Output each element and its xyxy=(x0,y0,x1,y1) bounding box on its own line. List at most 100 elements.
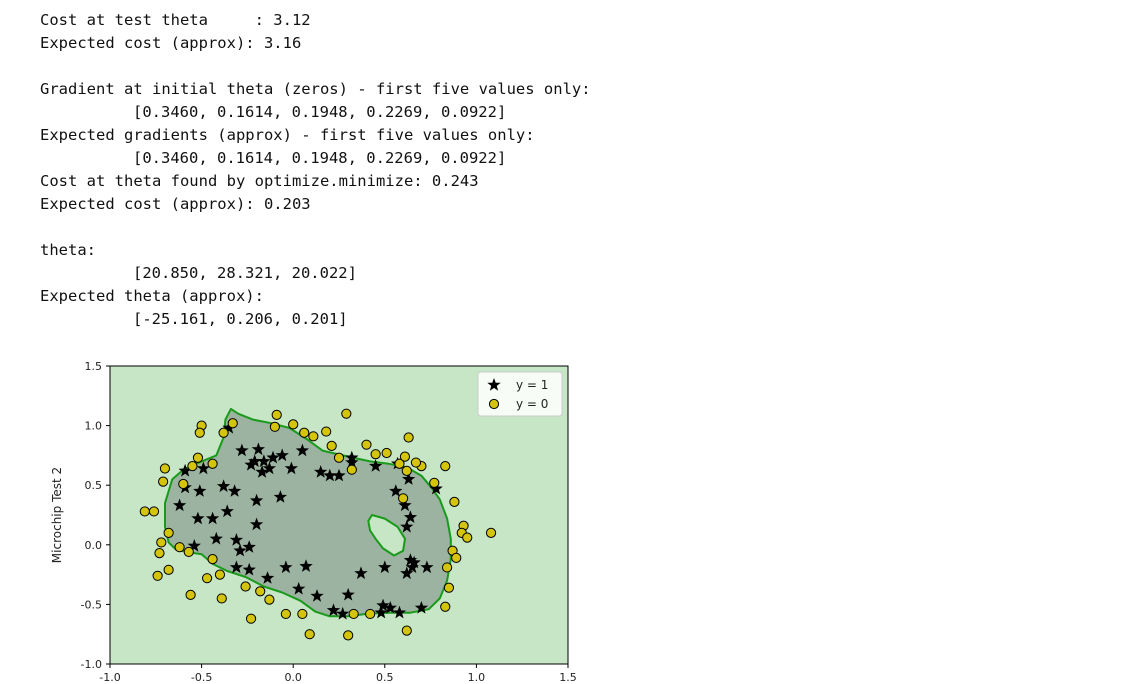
legend-label: y = 1 xyxy=(516,378,548,392)
legend-circle-icon xyxy=(488,398,500,410)
point-y1 xyxy=(235,443,249,457)
point-y1 xyxy=(407,555,421,569)
point-y1 xyxy=(403,553,418,566)
output-line: [0.3460, 0.1614, 0.1948, 0.2269, 0.0922] xyxy=(133,149,507,167)
point-y0 xyxy=(346,464,357,475)
output-line xyxy=(40,55,591,78)
point-y0 xyxy=(398,493,409,504)
point-y1 xyxy=(220,504,234,518)
point-y0 xyxy=(399,451,411,462)
point-y0 xyxy=(429,477,440,488)
point-y0 xyxy=(451,552,462,564)
point-y1 xyxy=(323,468,337,482)
point-y0 xyxy=(321,426,332,437)
point-y0 xyxy=(485,527,497,538)
point-y0 xyxy=(365,608,376,620)
legend: y = 1 y = 0 xyxy=(477,371,563,417)
output-line xyxy=(40,216,591,239)
point-y0 xyxy=(159,463,171,474)
point-y0 xyxy=(245,613,257,624)
point-y0 xyxy=(440,601,451,612)
point-y0 xyxy=(394,458,405,469)
output-line: Gradient at initial theta (zeros) - firs… xyxy=(40,80,591,98)
point-y1 xyxy=(227,484,242,497)
point-y0 xyxy=(185,589,196,600)
y-tick-label: 0.0 xyxy=(85,539,103,552)
point-y1 xyxy=(336,606,350,620)
point-y0 xyxy=(304,629,315,640)
point-y1 xyxy=(402,472,416,485)
x-tick-label: 0.0 xyxy=(284,671,302,684)
point-y0 xyxy=(214,569,226,580)
point-y1 xyxy=(332,468,346,482)
x-tick-label: -1.0 xyxy=(99,671,120,684)
point-y1 xyxy=(216,479,231,493)
point-y1 xyxy=(326,603,341,616)
point-y1 xyxy=(242,562,256,576)
output-line: Expected cost (approx): 0.203 xyxy=(40,195,311,213)
point-y0 xyxy=(441,562,453,573)
point-y0 xyxy=(271,409,282,420)
output-line: Cost at theta found by optimize.minimize… xyxy=(40,172,479,190)
plot-frame xyxy=(109,365,569,665)
point-y1 xyxy=(173,498,187,512)
point-y0 xyxy=(163,564,174,575)
point-y0 xyxy=(333,452,345,463)
legend-star-icon xyxy=(487,378,501,391)
x-tick-label: 1.0 xyxy=(468,671,486,684)
point-y1 xyxy=(196,461,211,475)
point-y1 xyxy=(191,511,205,525)
x-axis-ticks: -1.0 -0.5 0.0 0.5 1.0 1.5 xyxy=(99,664,577,684)
output-line: Cost at test theta : 3.12 xyxy=(40,11,311,29)
point-y1 xyxy=(229,560,244,574)
point-y1 xyxy=(187,539,201,552)
point-y1 xyxy=(262,461,276,475)
point-y1 xyxy=(345,450,359,464)
point-y1 xyxy=(383,601,397,614)
point-y0 xyxy=(403,432,414,443)
point-y1 xyxy=(403,510,418,523)
point-y1 xyxy=(369,459,383,472)
output-line: [-25.161, 0.206, 0.201] xyxy=(133,310,348,328)
point-y1 xyxy=(266,450,280,464)
point-y1 xyxy=(233,543,247,557)
point-y0 xyxy=(192,452,204,463)
point-y0 xyxy=(174,542,185,553)
point-y1 xyxy=(279,560,293,574)
output-line: [20.850, 28.321, 20.022] xyxy=(133,264,357,282)
point-y1 xyxy=(345,455,359,469)
point-y0 xyxy=(207,554,218,565)
x-tick-label: -0.5 xyxy=(191,671,212,684)
output-line: Expected cost (approx): 3.16 xyxy=(40,34,302,52)
point-y1 xyxy=(248,454,262,467)
point-y0 xyxy=(240,581,251,592)
output-line: Expected gradients (approx) - first five… xyxy=(40,126,535,144)
point-y0 xyxy=(297,608,308,620)
point-y0 xyxy=(194,427,205,438)
point-y1 xyxy=(295,443,309,457)
point-y1 xyxy=(193,484,207,497)
point-y1 xyxy=(205,511,220,525)
x-tick-label: 1.5 xyxy=(559,671,577,684)
point-y0 xyxy=(401,465,412,476)
y-tick-label: 1.0 xyxy=(85,420,103,433)
point-y0 xyxy=(410,457,422,468)
point-y1 xyxy=(178,463,192,477)
console-output: Cost at test theta : 3.12 Expected cost (… xyxy=(40,9,591,331)
point-y1 xyxy=(255,465,269,478)
point-y0 xyxy=(269,421,280,432)
point-y1 xyxy=(244,457,258,471)
y-axis-label: Microchip Test 2 xyxy=(50,467,64,563)
point-y1 xyxy=(257,454,271,467)
point-y0 xyxy=(187,461,198,472)
point-y0 xyxy=(381,447,392,459)
point-y0 xyxy=(326,440,337,451)
point-y1 xyxy=(284,461,298,475)
point-y0 xyxy=(288,419,299,430)
scatter-plot: -1.0 -0.5 0.0 0.5 1.0 1.5 -1.0 -0.5 0.0 0.5 1.0 1.… xyxy=(50,360,577,684)
point-y1 xyxy=(249,493,264,507)
point-y0 xyxy=(218,427,229,438)
point-y0 xyxy=(158,476,169,487)
point-y1 xyxy=(209,531,223,545)
point-y0 xyxy=(308,431,319,442)
